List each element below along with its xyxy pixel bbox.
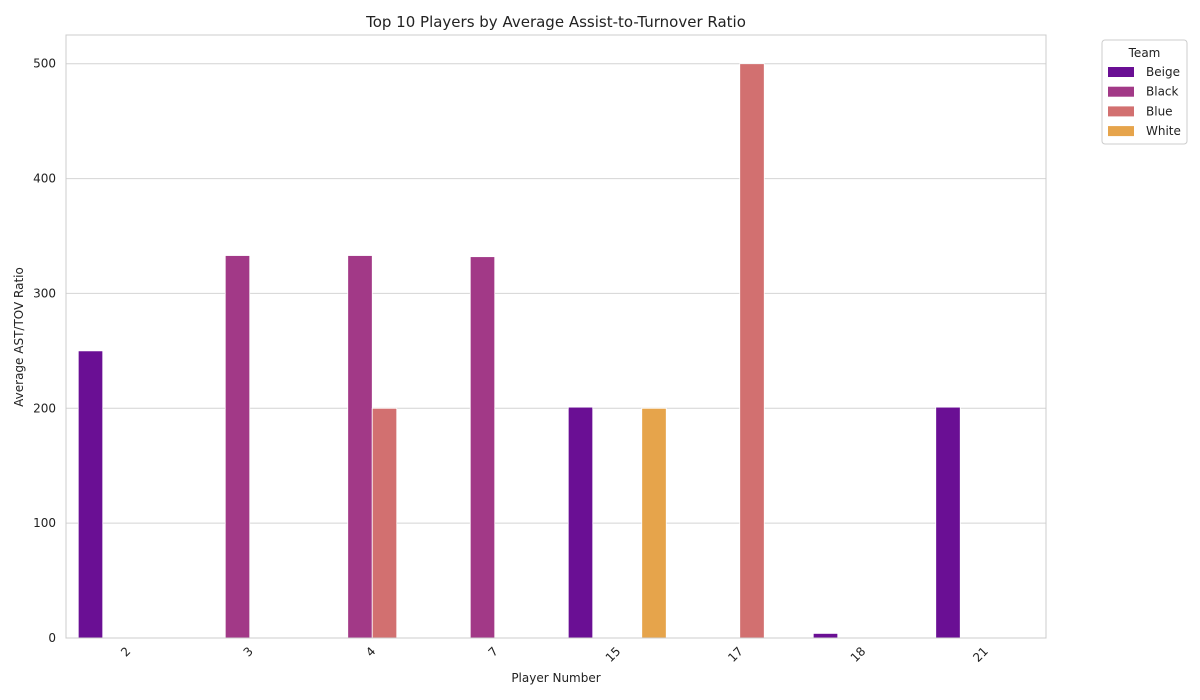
plot-frame — [65, 34, 1047, 639]
bar-beige-18 — [812, 633, 839, 639]
bar-blue-4 — [371, 407, 398, 639]
legend: Team Beige Black Blue White — [1101, 39, 1188, 145]
y-axis-label: Average AST/TOV Ratio — [12, 267, 26, 407]
bar-blue-17 — [739, 63, 765, 639]
bar-black-3 — [224, 255, 251, 639]
bar-white-15 — [641, 407, 667, 639]
bar-beige-2 — [77, 350, 104, 639]
legend-label-blue: Blue — [1146, 104, 1173, 118]
bar-beige-21 — [935, 406, 961, 639]
x-tick-label: 3 — [241, 644, 256, 659]
legend-swatch-black — [1108, 86, 1134, 97]
y-tick-label: 300 — [33, 286, 56, 300]
x-tick-label: 17 — [725, 644, 746, 665]
x-tick-label: 18 — [848, 644, 869, 665]
y-tick-labels: 0 100 200 300 400 500 — [33, 57, 56, 645]
y-tick-label: 0 — [48, 631, 56, 645]
bar-beige-15 — [567, 406, 594, 639]
legend-title: Team — [1128, 46, 1161, 60]
x-tick-label: 7 — [486, 644, 501, 659]
legend-swatch-beige — [1108, 67, 1134, 77]
x-tick-label: 2 — [118, 644, 133, 659]
grid-lines — [66, 63, 1046, 639]
y-tick-label: 500 — [33, 57, 56, 71]
x-tick-label: 15 — [603, 644, 624, 665]
y-tick-label: 100 — [33, 516, 56, 530]
legend-frame — [1101, 39, 1188, 145]
legend-label-beige: Beige — [1146, 65, 1180, 79]
legend-swatch-white — [1108, 126, 1134, 137]
bar-black-7 — [469, 256, 496, 639]
y-tick-label: 400 — [33, 172, 56, 186]
chart-title: Top 10 Players by Average Assist-to-Turn… — [365, 13, 746, 31]
x-tick-labels: 2 3 4 7 15 17 18 21 — [118, 644, 991, 665]
legend-swatch-blue — [1108, 106, 1134, 117]
y-tick-label: 200 — [33, 401, 56, 415]
bars — [77, 63, 961, 639]
bar-black-4 — [347, 255, 373, 639]
legend-label-black: Black — [1146, 85, 1179, 99]
x-tick-label: 4 — [363, 644, 378, 659]
x-tick-label: 21 — [970, 644, 991, 665]
legend-label-white: White — [1146, 124, 1181, 138]
x-axis-label: Player Number — [511, 671, 600, 685]
